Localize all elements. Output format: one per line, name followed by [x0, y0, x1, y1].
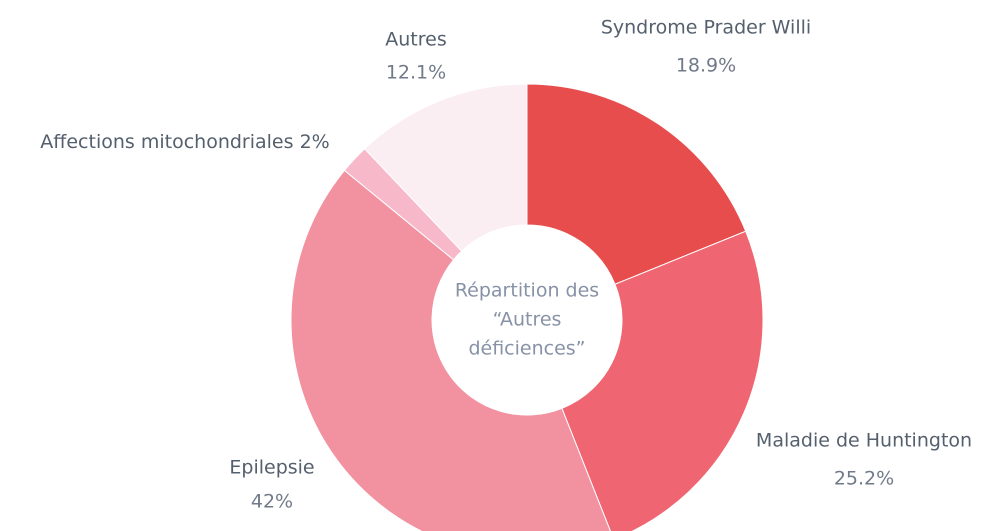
donut-slice [363, 83, 528, 252]
category-label: Affections mitochondriales [40, 131, 293, 153]
category-label: Maladie de Huntington [756, 430, 972, 452]
category-label: Epilepsie [229, 457, 314, 479]
donut-slice [290, 169, 611, 531]
donut-slice [526, 83, 747, 285]
value-label: 2% [300, 131, 330, 153]
value-label: 25.2% [834, 468, 894, 490]
slice-label: Affections mitochondriales 2% [40, 131, 329, 153]
value-label: 42% [251, 491, 293, 513]
center-text: déficiences” [468, 338, 585, 360]
center-text: Répartition des [455, 280, 599, 302]
value-label: 18.9% [676, 55, 736, 77]
value-label: 12.1% [386, 62, 446, 84]
category-label: Syndrome Prader Willi [601, 17, 811, 39]
donut-slice [561, 230, 764, 531]
category-label: Autres [385, 29, 446, 51]
center-text: “Autres [493, 309, 562, 331]
